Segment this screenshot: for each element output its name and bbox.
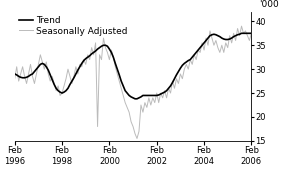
Legend: Trend, Seasonally Adjusted: Trend, Seasonally Adjusted [19, 16, 128, 36]
Y-axis label: '000: '000 [259, 0, 279, 9]
